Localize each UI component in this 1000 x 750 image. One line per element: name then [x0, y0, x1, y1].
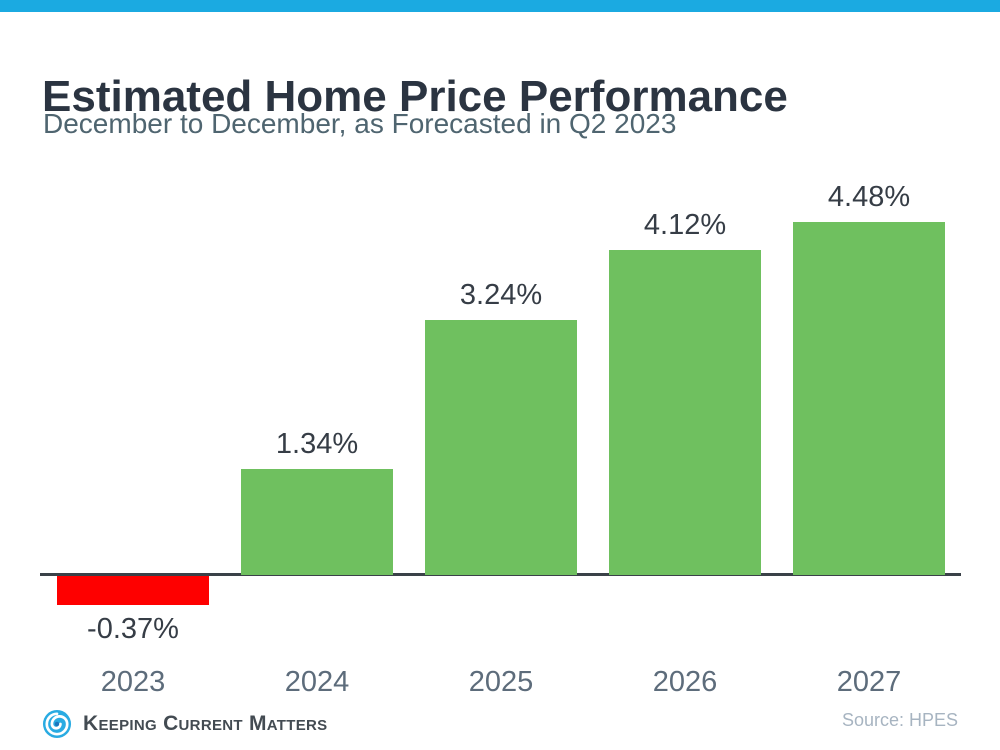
x-axis-label-2027: 2027 [836, 666, 902, 698]
bar-value-label-2024: 1.34% [275, 428, 359, 460]
bar-2026 [609, 250, 761, 575]
page-subtitle: December to December, as Forecasted in Q… [43, 108, 677, 139]
x-axis-label-2026: 2026 [652, 666, 718, 698]
source-attribution: Source: HPES [841, 710, 958, 730]
bar-value-label-2026: 4.12% [643, 209, 727, 241]
x-axis-label-2024: 2024 [284, 666, 350, 698]
kcm-swirl-icon [40, 707, 74, 741]
bar-value-label-2025: 3.24% [459, 279, 543, 311]
kcm-logo: Keeping Current Matters [40, 707, 327, 741]
page-title: Estimated Home Price Performance [42, 72, 788, 122]
kcm-logo-text: Keeping Current Matters [83, 712, 328, 735]
bar-2023 [57, 576, 209, 605]
bar-2027 [793, 222, 945, 575]
bar-2024 [241, 469, 393, 575]
bar-value-label-2023: -0.37% [87, 613, 179, 645]
bar-2025 [425, 320, 577, 575]
x-axis-label-2023: 2023 [100, 666, 166, 698]
x-axis-label-2025: 2025 [468, 666, 534, 698]
bar-value-label-2027: 4.48% [827, 181, 911, 213]
top-accent-bar [0, 0, 1000, 12]
